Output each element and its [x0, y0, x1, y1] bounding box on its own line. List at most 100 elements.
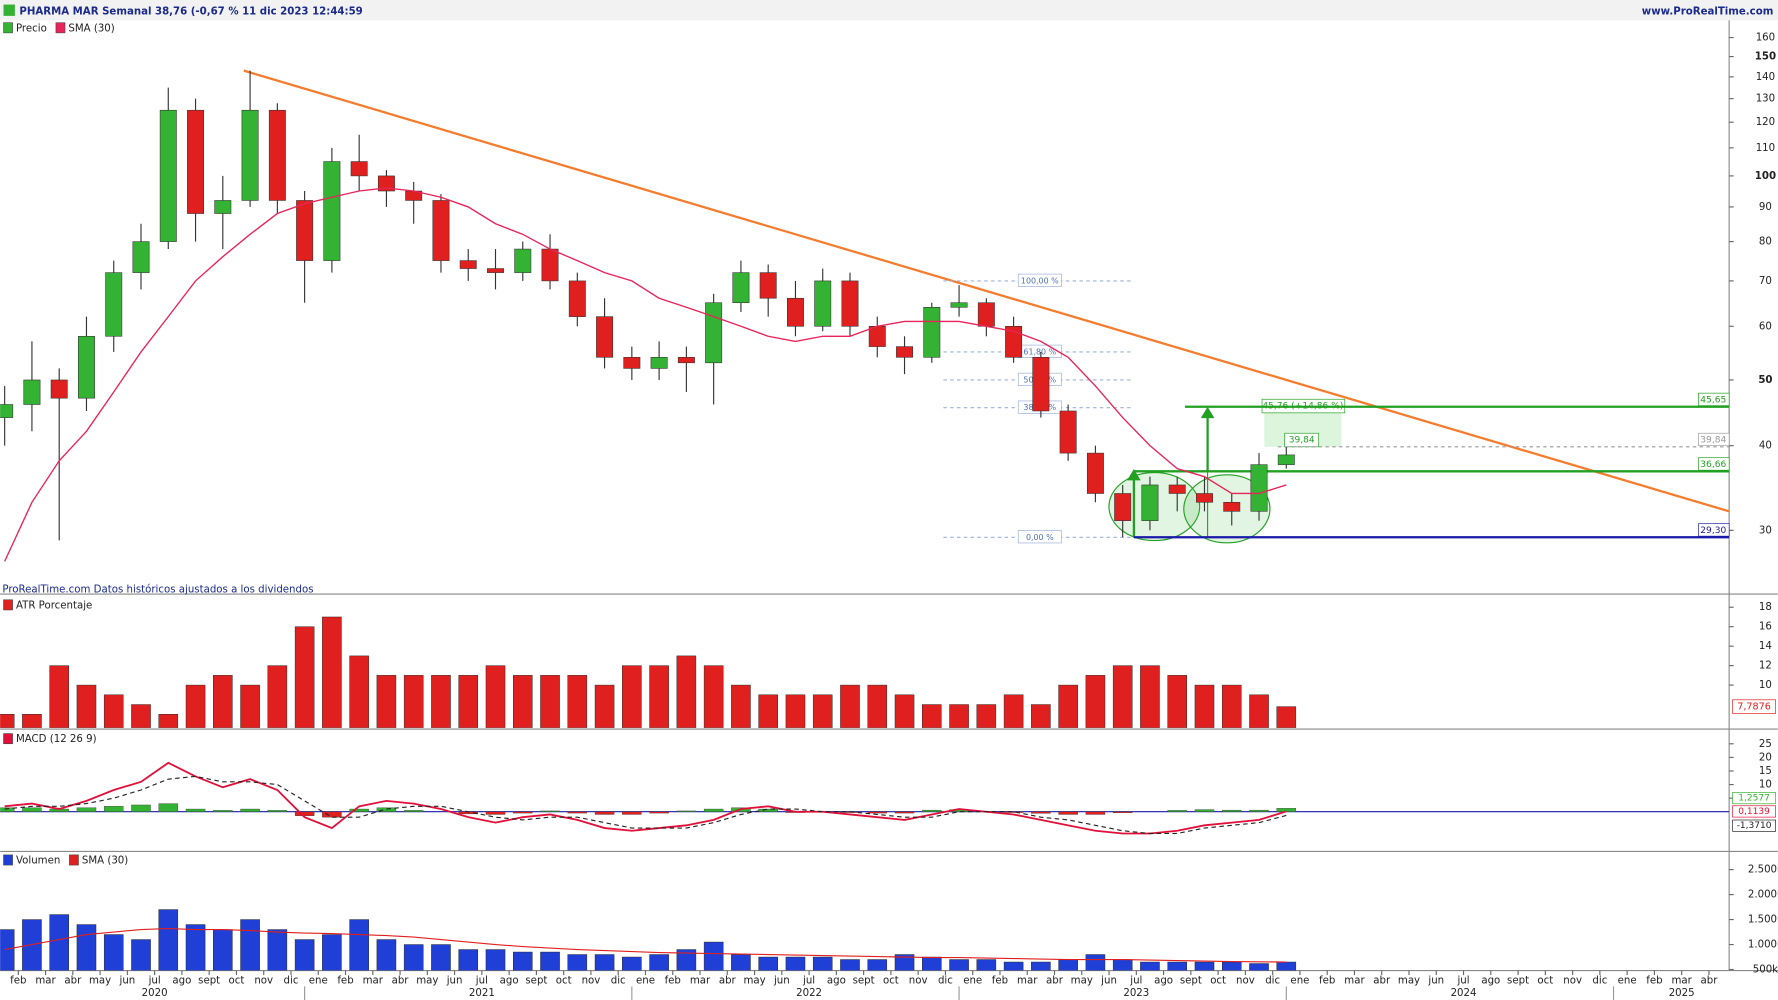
- level-label-box: [1698, 432, 1730, 447]
- x-tick-label: feb: [337, 976, 353, 987]
- arrow-head: [1127, 469, 1141, 481]
- x-tick-label: mar: [1672, 976, 1693, 987]
- bar: [458, 675, 479, 728]
- histogram-bar: [1112, 811, 1133, 814]
- candle-body: [868, 326, 886, 347]
- candle-body: [23, 379, 41, 405]
- x-tick-label: dic: [284, 976, 299, 987]
- candle-body: [132, 241, 150, 273]
- x-tick-label: mar: [1344, 976, 1365, 987]
- bar: [922, 704, 942, 728]
- bar: [240, 684, 260, 728]
- bar: [349, 655, 369, 728]
- bar: [567, 954, 588, 971]
- x-tick-label: jun: [1100, 976, 1117, 987]
- bar: [49, 914, 69, 971]
- x-tick-label: ago: [500, 976, 519, 987]
- line: [4, 187, 1287, 562]
- bar: [267, 665, 288, 728]
- histogram-bar: [294, 811, 315, 816]
- y-tick-label: 40: [1759, 441, 1772, 452]
- histogram-bar: [513, 811, 533, 814]
- header-site[interactable]: www.ProRealTime.com: [1642, 6, 1774, 17]
- y-tick-label: 100: [1755, 171, 1776, 182]
- year-label: 2023: [1123, 988, 1149, 999]
- y-tick-label: 120: [1756, 117, 1775, 128]
- legend-swatch: [69, 854, 79, 866]
- bar: [322, 934, 342, 971]
- legend-label: SMA (30): [68, 23, 114, 34]
- bar: [758, 694, 778, 728]
- histogram-bar: [485, 811, 506, 815]
- bar: [403, 675, 424, 728]
- candle-body: [1005, 326, 1023, 358]
- histogram-bar: [867, 811, 887, 814]
- bar: [1085, 954, 1106, 971]
- bar: [949, 959, 969, 971]
- bar: [812, 694, 833, 728]
- x-tick-label: nov: [1236, 976, 1255, 987]
- x-tick-label: mar: [690, 976, 711, 987]
- x-tick-label: jun: [118, 976, 135, 987]
- x-tick-label: sept: [853, 976, 875, 987]
- x-tick-label: ene: [1618, 976, 1637, 987]
- level-label-box: [1698, 523, 1730, 537]
- y-tick-label: 80: [1759, 237, 1772, 248]
- x-tick-label: dic: [938, 976, 953, 987]
- bar: [322, 616, 342, 728]
- y-tick-label: 20: [1759, 752, 1772, 763]
- price-plot: 100,00 %61,80 %50,00 %38,20 %0,00 %45,76…: [0, 69, 1730, 562]
- year-label: 2021: [469, 988, 495, 999]
- panel-title: ATR Porcentaje: [16, 600, 92, 611]
- candle-body: [677, 357, 695, 364]
- histogram-bar: [1003, 811, 1024, 813]
- bar: [1112, 959, 1133, 971]
- histogram-bar: [594, 811, 615, 815]
- bar: [1221, 684, 1242, 728]
- x-tick-label: ene: [309, 976, 328, 987]
- bar: [894, 954, 915, 971]
- candle-body: [214, 200, 232, 214]
- bar: [840, 684, 860, 728]
- x-tick-label: abr: [1373, 976, 1391, 987]
- candle-body: [705, 302, 723, 364]
- bar: [949, 704, 969, 728]
- last-value-label: 7,7876: [1737, 702, 1771, 713]
- x-tick-label: jul: [475, 976, 488, 987]
- bar: [512, 675, 533, 728]
- bar: [1276, 961, 1297, 971]
- bar: [922, 956, 942, 971]
- fib-label: 61,80 %: [1023, 347, 1056, 356]
- bar: [1003, 694, 1024, 728]
- bar: [731, 954, 751, 971]
- candle-body: [568, 280, 586, 317]
- bar: [594, 684, 615, 728]
- bar: [1140, 665, 1160, 728]
- legend-swatch: [3, 733, 13, 745]
- bar: [185, 684, 206, 728]
- y-tick-label: 1.500k: [1748, 915, 1778, 926]
- last-value-box: [1732, 805, 1776, 818]
- bar: [1194, 684, 1215, 728]
- bar: [731, 684, 751, 728]
- x-tick-label: ago: [1481, 976, 1500, 987]
- candle-body: [323, 161, 341, 261]
- y-tick-label: 130: [1756, 94, 1775, 105]
- candle-body: [1059, 410, 1077, 454]
- candle-body: [187, 109, 205, 214]
- year-label: 2025: [1669, 988, 1695, 999]
- candle-body: [923, 307, 941, 358]
- bar: [622, 956, 642, 971]
- candle-body: [650, 357, 668, 369]
- fib-label: 100,00 %: [1021, 276, 1059, 285]
- x-tick-label: jun: [773, 976, 790, 987]
- bar: [1112, 665, 1133, 728]
- candle-body: [487, 268, 504, 273]
- x-tick-label: oct: [556, 976, 572, 987]
- histogram-bar: [403, 810, 424, 812]
- x-tick-label: ago: [172, 976, 191, 987]
- bar: [540, 951, 560, 971]
- y-tick-label: 160: [1756, 33, 1775, 44]
- legend-swatch: [55, 22, 66, 34]
- legend-swatch: [3, 22, 13, 34]
